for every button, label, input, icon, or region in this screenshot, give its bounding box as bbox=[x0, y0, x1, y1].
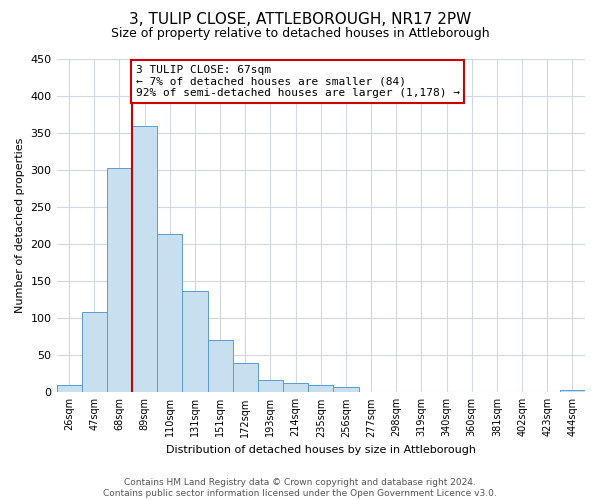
Text: Contains HM Land Registry data © Crown copyright and database right 2024.
Contai: Contains HM Land Registry data © Crown c… bbox=[103, 478, 497, 498]
Bar bbox=[233, 362, 258, 392]
Bar bbox=[208, 340, 233, 392]
Bar bbox=[283, 382, 308, 392]
Bar bbox=[334, 387, 359, 392]
Bar bbox=[107, 168, 132, 392]
Text: Size of property relative to detached houses in Attleborough: Size of property relative to detached ho… bbox=[110, 28, 490, 40]
Bar bbox=[82, 312, 107, 392]
Text: 3 TULIP CLOSE: 67sqm
← 7% of detached houses are smaller (84)
92% of semi-detach: 3 TULIP CLOSE: 67sqm ← 7% of detached ho… bbox=[136, 65, 460, 98]
Bar bbox=[132, 126, 157, 392]
Bar bbox=[182, 291, 208, 392]
Text: 3, TULIP CLOSE, ATTLEBOROUGH, NR17 2PW: 3, TULIP CLOSE, ATTLEBOROUGH, NR17 2PW bbox=[129, 12, 471, 28]
Y-axis label: Number of detached properties: Number of detached properties bbox=[15, 138, 25, 314]
Bar bbox=[308, 385, 334, 392]
X-axis label: Distribution of detached houses by size in Attleborough: Distribution of detached houses by size … bbox=[166, 445, 476, 455]
Bar bbox=[56, 385, 82, 392]
Bar bbox=[560, 390, 585, 392]
Bar bbox=[157, 234, 182, 392]
Bar bbox=[258, 380, 283, 392]
